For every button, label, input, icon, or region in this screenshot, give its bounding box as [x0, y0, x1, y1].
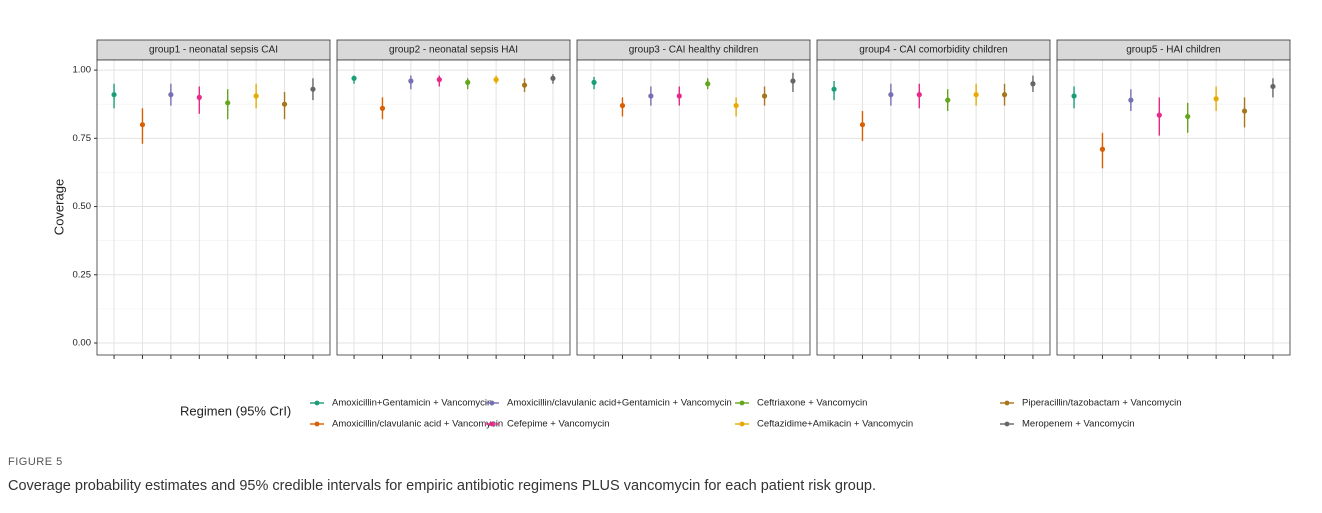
point	[888, 92, 894, 98]
point	[408, 78, 414, 84]
panel	[1057, 60, 1290, 355]
point	[761, 93, 768, 99]
panel	[337, 60, 570, 355]
point	[351, 75, 357, 81]
legend-label: Amoxicillin/clavulanic acid + Vancomycin	[332, 419, 503, 430]
y-tick-label: 1.00	[73, 65, 92, 76]
caption: Coverage probability estimates and 95% c…	[8, 478, 876, 494]
legend-key-point	[489, 400, 495, 406]
panel	[97, 60, 330, 355]
legend-label: Amoxicillin+Gentamicin + Vancomycin	[332, 398, 492, 409]
point	[859, 122, 866, 128]
point	[648, 93, 654, 99]
panel-border	[576, 59, 811, 356]
point	[253, 93, 259, 99]
point	[973, 92, 979, 98]
legend-key-point	[314, 400, 320, 406]
figure-label: FIGURE 5	[8, 456, 63, 468]
point	[436, 77, 442, 83]
point	[1030, 81, 1036, 87]
point	[310, 86, 316, 92]
point	[493, 77, 499, 83]
facet-title: group3 - CAI healthy children	[629, 45, 759, 56]
point	[945, 97, 951, 103]
panel-border	[336, 59, 571, 356]
legend-key-point	[489, 421, 495, 427]
point	[1185, 113, 1191, 120]
point	[790, 78, 796, 84]
point	[1128, 97, 1134, 103]
point	[1241, 108, 1248, 114]
legend-label: Amoxicillin/clavulanic acid+Gentamicin +…	[507, 398, 732, 409]
point	[831, 86, 837, 92]
legend-key-point	[739, 400, 745, 406]
y-tick-label: 0.50	[73, 201, 92, 212]
point	[676, 93, 682, 99]
panel	[817, 60, 1050, 355]
point	[1156, 112, 1162, 118]
point	[1270, 83, 1276, 90]
point	[916, 92, 922, 98]
legend-label: Meropenem + Vancomycin	[1022, 419, 1135, 430]
legend-key-point	[1004, 400, 1010, 406]
legend-key-point	[739, 421, 745, 427]
legend-label: Ceftriaxone + Vancomycin	[757, 398, 867, 409]
panel-border	[96, 59, 331, 356]
legend-label: Piperacillin/tazobactam + Vancomycin	[1022, 398, 1182, 409]
point	[379, 105, 386, 111]
point	[1099, 146, 1106, 152]
facet-title: group4 - CAI comorbidity children	[859, 45, 1007, 56]
point	[281, 101, 288, 107]
legend-label: Ceftazidime+Amikacin + Vancomycin	[757, 419, 913, 430]
point	[1001, 92, 1008, 98]
legend-key-point	[1004, 421, 1010, 427]
panel	[577, 60, 810, 355]
point	[1213, 96, 1219, 102]
y-tick-label: 0.25	[73, 269, 92, 280]
legend-key-point	[314, 421, 320, 427]
point	[111, 92, 117, 98]
y-tick-label: 0.75	[73, 133, 92, 144]
point	[705, 81, 711, 87]
y-axis-label: Coverage	[51, 179, 66, 235]
facet-title: group1 - neonatal sepsis CAI	[149, 45, 278, 56]
point	[733, 102, 739, 109]
panel-border	[1056, 59, 1291, 356]
facet-title: group2 - neonatal sepsis HAI	[389, 45, 518, 56]
point	[465, 79, 471, 85]
point	[168, 92, 174, 98]
point	[619, 102, 626, 109]
panel-border	[816, 59, 1051, 356]
facet-title: group5 - HAI children	[1126, 45, 1221, 56]
legend-title: Regimen (95% CrI)	[180, 403, 291, 418]
point	[196, 94, 202, 100]
point	[1071, 93, 1077, 99]
chart: Coverage Regimen (95% CrI) group1 - neon…	[51, 39, 1291, 430]
point	[521, 82, 528, 88]
point	[591, 79, 597, 85]
point	[139, 122, 146, 128]
legend-label: Cefepime + Vancomycin	[507, 419, 610, 430]
point	[225, 100, 231, 106]
point	[550, 75, 556, 81]
y-tick-label: 0.00	[73, 338, 92, 349]
